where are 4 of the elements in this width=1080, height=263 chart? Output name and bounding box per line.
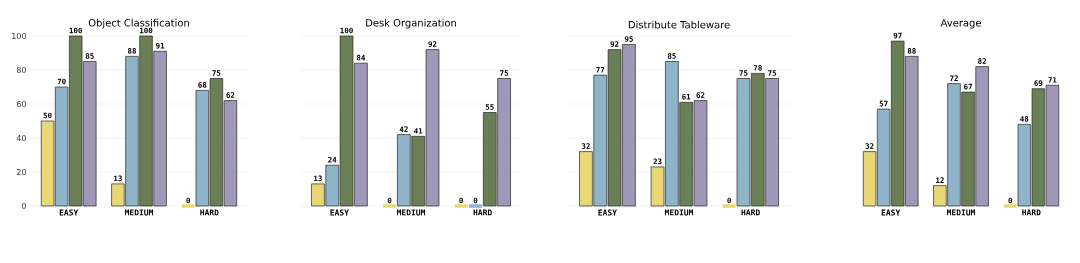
chart-title: Object Classification — [88, 18, 189, 29]
chart-title: Average — [940, 19, 981, 29]
chart-title: Desk Organization — [366, 18, 456, 29]
chart-title: Distribute Tableware — [628, 20, 730, 29]
